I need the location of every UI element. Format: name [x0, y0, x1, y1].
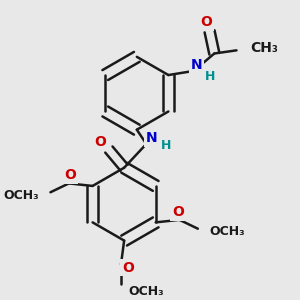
Text: N: N: [145, 131, 157, 145]
Text: O: O: [94, 135, 106, 148]
Text: O: O: [64, 169, 76, 182]
Text: O: O: [122, 260, 134, 274]
Text: CH₃: CH₃: [250, 41, 278, 55]
Text: H: H: [205, 70, 215, 83]
Text: OCH₃: OCH₃: [128, 285, 164, 298]
Text: N: N: [191, 58, 203, 72]
Text: OCH₃: OCH₃: [4, 189, 39, 202]
Text: H: H: [161, 140, 171, 152]
Text: O: O: [200, 16, 212, 29]
Text: O: O: [172, 205, 184, 219]
Text: OCH₃: OCH₃: [209, 225, 244, 239]
